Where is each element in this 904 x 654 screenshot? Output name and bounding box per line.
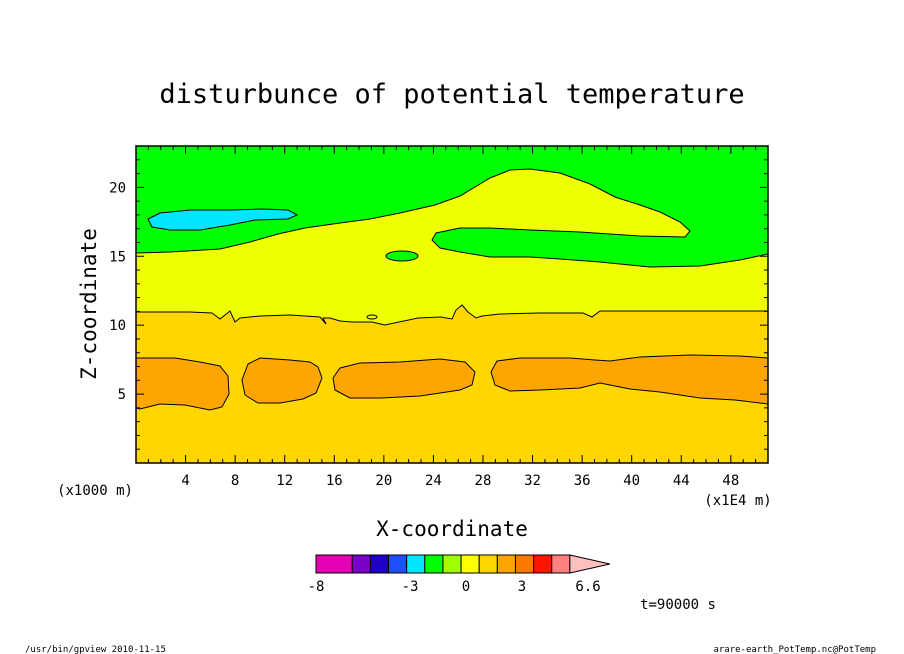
x-axis-unit: (x1E4 m) bbox=[704, 493, 771, 509]
footer-right: arare-earth_PotTemp.nc@PotTemp bbox=[713, 645, 876, 654]
colorbar-tick-label: -3 bbox=[402, 579, 419, 595]
colorbar-tick-label: -8 bbox=[308, 579, 325, 595]
colorbar-arrow bbox=[569, 554, 610, 574]
x-tick-label: 36 bbox=[574, 473, 591, 489]
chart-title: disturbunce of potential temperature bbox=[159, 79, 744, 110]
x-tick-label: 16 bbox=[326, 473, 343, 489]
time-label: t=90000 s bbox=[640, 597, 716, 613]
x-tick-label: 40 bbox=[623, 473, 640, 489]
colorbar-box bbox=[460, 554, 480, 574]
region-orange-2 bbox=[241, 357, 323, 404]
colorbar-tick-label: 3 bbox=[518, 579, 526, 595]
region-green bbox=[135, 145, 769, 268]
colorbar-tick-label: 6.6 bbox=[575, 579, 600, 595]
x-tick-label: 44 bbox=[673, 473, 690, 489]
colorbar-box bbox=[551, 554, 571, 574]
tiny-contour bbox=[366, 314, 378, 320]
y-axis-ticks: 5 10 15 20 bbox=[109, 159, 768, 450]
colorbar-box bbox=[315, 554, 353, 574]
colorbar-box bbox=[533, 554, 553, 574]
x-axis-label: X-coordinate bbox=[376, 517, 528, 541]
y-axis-unit: (x1000 m) bbox=[57, 483, 133, 499]
colorbar bbox=[315, 554, 610, 574]
colorbar-labels: -8 -3 0 3 6.6 bbox=[308, 579, 601, 595]
colorbar-box bbox=[369, 554, 390, 574]
y-tick-label: 10 bbox=[109, 318, 126, 334]
colorbar-box bbox=[424, 554, 444, 574]
region-green-island bbox=[385, 250, 419, 262]
y-tick-label: 20 bbox=[109, 180, 126, 196]
x-tick-label: 32 bbox=[524, 473, 541, 489]
colorbar-tick-label: 0 bbox=[462, 579, 470, 595]
plot-frame bbox=[135, 145, 769, 464]
footer-left: /usr/bin/gpview 2010-11-15 bbox=[25, 645, 166, 654]
x-axis-ticks: 4 8 12 16 20 24 28 32 36 40 44 48 bbox=[147, 146, 757, 489]
x-tick-label: 8 bbox=[231, 473, 239, 489]
x-tick-label: 28 bbox=[475, 473, 492, 489]
colorbar-box bbox=[388, 554, 408, 574]
x-tick-label: 4 bbox=[181, 473, 189, 489]
x-tick-label: 12 bbox=[276, 473, 293, 489]
colorbar-box bbox=[406, 554, 426, 574]
region-orange-4 bbox=[490, 354, 769, 405]
y-axis-label: Z-coordinate bbox=[77, 228, 101, 380]
region-orange-3 bbox=[332, 358, 476, 399]
colorbar-box bbox=[496, 554, 516, 574]
colorbar-box bbox=[514, 554, 535, 574]
y-tick-label: 15 bbox=[109, 249, 126, 265]
colorbar-box bbox=[351, 554, 371, 574]
x-tick-label: 20 bbox=[375, 473, 392, 489]
y-tick-label: 5 bbox=[118, 387, 126, 403]
x-tick-label: 48 bbox=[722, 473, 739, 489]
colorbar-box bbox=[478, 554, 498, 574]
region-cyan bbox=[147, 208, 299, 231]
region-orange-1 bbox=[135, 357, 230, 411]
colorbar-box bbox=[442, 554, 462, 574]
x-tick-label: 24 bbox=[425, 473, 442, 489]
